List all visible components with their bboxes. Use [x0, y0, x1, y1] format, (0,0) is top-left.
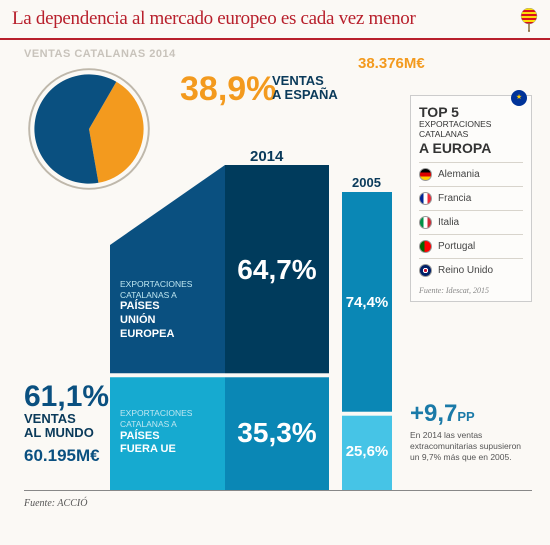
world-label-line2: AL MUNDO [24, 425, 94, 440]
baseline-rule [24, 490, 532, 491]
top5-head-line3: A EUROPA [419, 140, 523, 156]
growth-value: +9,7PP [410, 400, 532, 428]
world-label-line1: VENTAS [24, 411, 76, 426]
top5-row: Alemania [419, 162, 523, 186]
funnel-noneu-main2: FUERA UE [120, 443, 225, 457]
top5-country: Reino Unido [438, 265, 493, 276]
flag-icon [419, 168, 432, 181]
bar-2014-eu-pct: 64,7% [225, 165, 329, 375]
funnel-noneu-pre: EXPORTACIONES CATALANAS A [120, 408, 192, 429]
world-percent: 61,1% [24, 380, 109, 414]
funnel-noneu-label: EXPORTACIONES CATALANAS A PAÍSES FUERA U… [110, 375, 225, 490]
top5-country: Francia [438, 193, 471, 204]
top5-country: Italia [438, 217, 459, 228]
top5-country: Portugal [438, 241, 475, 252]
growth-unit: PP [457, 409, 474, 424]
flag-icon [419, 192, 432, 205]
funnel-eu-main3: EUROPEA [120, 328, 225, 342]
top5-head-line1: TOP 5 [419, 104, 523, 120]
funnel-noneu-main1: PAÍSES [120, 430, 225, 444]
world-label: VENTAS AL MUNDO [24, 412, 94, 441]
funnel-eu-pre: EXPORTACIONES CATALANAS A [120, 279, 192, 300]
top5-row: Portugal [419, 234, 523, 258]
eu-flag-icon: ★ [511, 90, 527, 106]
top5-row: Francia [419, 186, 523, 210]
growth-number: +9,7 [410, 400, 457, 427]
top5-row: Italia [419, 210, 523, 234]
funnel-eu-main1: PAÍSES [120, 300, 225, 314]
flag-icon [419, 216, 432, 229]
top5-head-line2: EXPORTACIONES CATALANAS [419, 119, 491, 139]
bar-2005-eu-pct: 74,4% [342, 192, 392, 414]
infographic-canvas: La dependencia al mercado europeo es cad… [0, 0, 550, 545]
funnel-eu-label: EXPORTACIONES CATALANAS A PAÍSES UNIÓN E… [110, 245, 225, 375]
funnel-eu-main2: UNIÓN [120, 314, 225, 328]
growth-callout: +9,7PP En 2014 las ventas extracomunitar… [410, 400, 532, 463]
top5-panel: ★ TOP 5 EXPORTACIONES CATALANAS A EUROPA… [410, 95, 532, 302]
flag-icon [419, 240, 432, 253]
world-value: 60.195M€ [24, 446, 100, 466]
top5-source: Fuente: Idescat, 2015 [419, 286, 523, 295]
growth-text: En 2014 las ventas extracomunitarias sup… [410, 430, 532, 463]
source-left: Fuente: ACCIÓ [24, 498, 87, 509]
top5-heading: ★ TOP 5 EXPORTACIONES CATALANAS A EUROPA [419, 104, 523, 156]
top5-country: Alemania [438, 169, 480, 180]
bar-2005-noneu-pct: 25,6% [342, 414, 392, 490]
bar-2014-noneu-pct: 35,3% [225, 375, 329, 490]
flag-icon [419, 264, 432, 277]
top5-row: Reino Unido [419, 258, 523, 282]
